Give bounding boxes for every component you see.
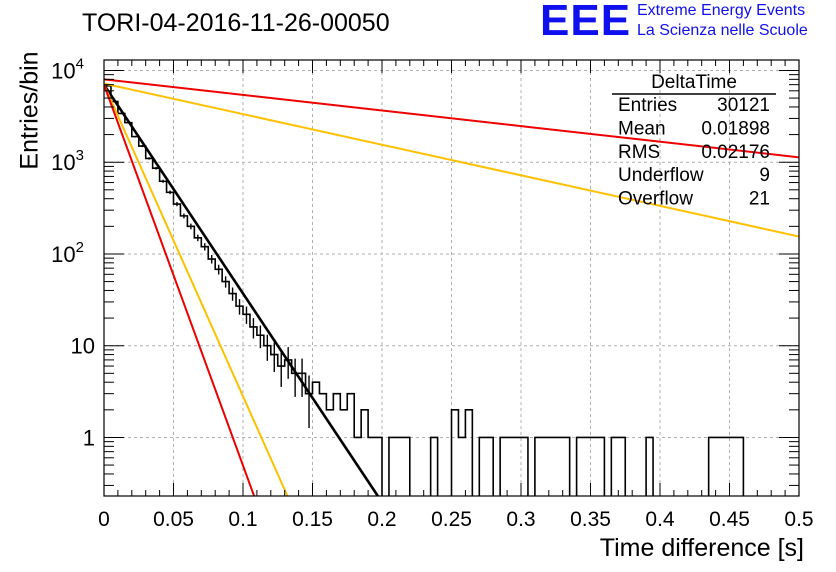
stats-row-label: Underflow: [618, 165, 704, 186]
fit-line: [104, 78, 799, 159]
y-tick-label: 104: [51, 55, 84, 83]
eee-logo: EEE Extreme Energy Events La Scienza nel…: [540, 0, 830, 48]
stats-row-value: 0.02176: [701, 142, 770, 163]
stats-row-value: 21: [749, 189, 770, 210]
y-tick-label: 10: [71, 334, 95, 359]
chart-title: TORI-04-2016-11-26-00050: [82, 9, 390, 37]
histogram-series: [104, 85, 745, 496]
stats-row-value: 0.01898: [701, 118, 770, 139]
x-tick-label: 0.2: [367, 508, 396, 531]
x-tick-label: 0.35: [570, 508, 611, 531]
x-tick-label: 0.3: [506, 508, 535, 531]
y-tick-label: 103: [51, 147, 84, 175]
x-axis-label: Time difference [s]: [599, 534, 804, 562]
fit-line: [104, 82, 799, 238]
y-tick-label: 1: [83, 425, 95, 450]
logo-line-1: Extreme Energy Events: [637, 2, 806, 19]
x-tick-label: 0.25: [431, 508, 472, 531]
y-tick-label: 102: [51, 239, 84, 267]
stats-row-label: Mean: [618, 118, 666, 139]
stats-row-label: Overflow: [618, 189, 693, 210]
x-tick-label: 0.15: [292, 508, 333, 531]
logo-line-2: La Scienza nelle Scuole: [637, 22, 808, 39]
logo-mark: EEE: [540, 0, 632, 45]
stats-row-label: RMS: [618, 142, 660, 163]
stats-row-value: 30121: [717, 95, 770, 116]
stats-box-title: DeltaTime: [651, 72, 737, 93]
stats-row-label: Entries: [618, 95, 677, 116]
x-tick-label: 0.4: [645, 508, 675, 531]
stats-row-value: 9: [759, 165, 770, 186]
x-tick-label: 0.05: [153, 508, 194, 531]
x-tick-label: 0.1: [228, 508, 257, 531]
fit-line: [104, 84, 256, 496]
fit-line: [104, 83, 379, 496]
x-tick-label: 0.5: [784, 508, 813, 531]
x-tick-label: 0: [98, 508, 110, 531]
fit-line: [104, 84, 289, 496]
x-tick-label: 0.45: [709, 508, 750, 531]
